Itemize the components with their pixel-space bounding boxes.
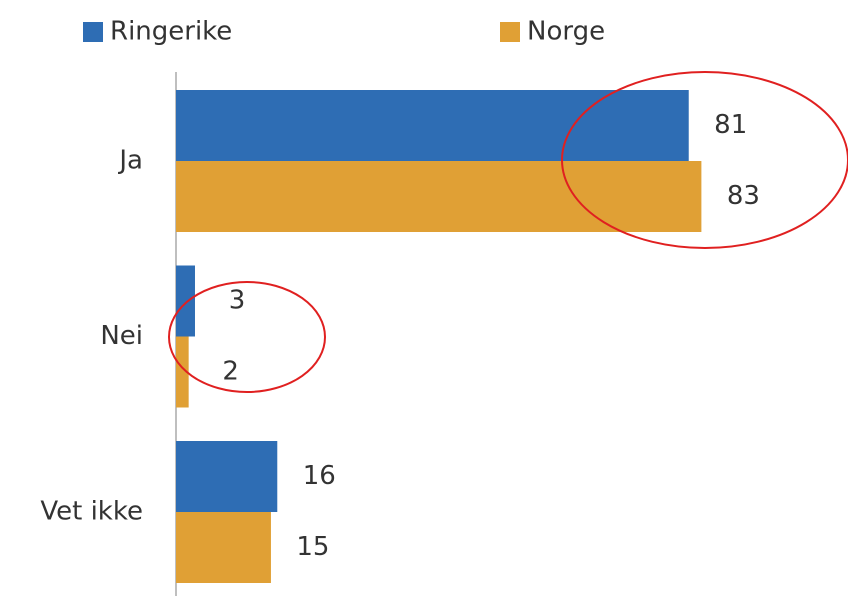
category-label: Ja xyxy=(117,146,143,176)
legend-label: Norge xyxy=(527,17,605,47)
category-label: Nei xyxy=(100,321,143,351)
bar xyxy=(176,265,195,337)
highlight-ellipse xyxy=(561,71,848,249)
value-label: 81 xyxy=(714,110,747,140)
highlight-ellipse xyxy=(168,281,326,393)
bar xyxy=(176,512,271,583)
value-label: 3 xyxy=(229,286,246,316)
bar xyxy=(176,441,278,512)
value-label: 83 xyxy=(727,181,760,211)
legend-swatch xyxy=(500,22,520,42)
bar xyxy=(176,161,702,232)
value-label: 2 xyxy=(222,357,239,387)
legend-label: Ringerike xyxy=(110,17,232,47)
legend-swatch xyxy=(83,22,103,42)
value-label: 16 xyxy=(303,461,336,491)
bar xyxy=(176,336,189,408)
value-label: 15 xyxy=(296,532,329,562)
bar xyxy=(176,90,689,161)
category-label: Vet ikke xyxy=(40,497,143,527)
